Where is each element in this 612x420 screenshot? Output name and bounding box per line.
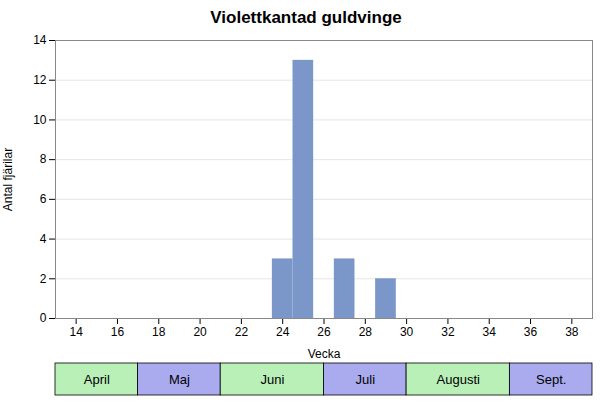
svg-text:14: 14 bbox=[33, 33, 47, 47]
svg-text:34: 34 bbox=[483, 325, 497, 339]
svg-text:14: 14 bbox=[69, 325, 83, 339]
svg-text:18: 18 bbox=[152, 325, 166, 339]
svg-text:Vecka: Vecka bbox=[308, 347, 341, 361]
svg-text:36: 36 bbox=[524, 325, 538, 339]
svg-text:28: 28 bbox=[359, 325, 373, 339]
svg-text:10: 10 bbox=[33, 113, 47, 127]
svg-text:April: April bbox=[84, 372, 110, 387]
svg-text:16: 16 bbox=[111, 325, 125, 339]
svg-text:2: 2 bbox=[40, 272, 47, 286]
svg-text:32: 32 bbox=[441, 325, 455, 339]
svg-text:Augusti: Augusti bbox=[437, 372, 480, 387]
svg-text:4: 4 bbox=[40, 232, 47, 246]
svg-text:Antal fjärilar: Antal fjärilar bbox=[1, 148, 15, 211]
svg-text:Sept.: Sept. bbox=[536, 372, 566, 387]
svg-text:24: 24 bbox=[276, 325, 290, 339]
svg-text:30: 30 bbox=[400, 325, 414, 339]
svg-text:20: 20 bbox=[193, 325, 207, 339]
svg-text:22: 22 bbox=[235, 325, 249, 339]
svg-text:0: 0 bbox=[40, 311, 47, 325]
svg-text:6: 6 bbox=[40, 192, 47, 206]
svg-text:Juni: Juni bbox=[260, 372, 284, 387]
svg-text:8: 8 bbox=[40, 152, 47, 166]
svg-text:12: 12 bbox=[33, 73, 47, 87]
html-text:Violettkantad guldvinge: Violettkantad guldvinge bbox=[210, 8, 402, 27]
svg-text:38: 38 bbox=[565, 325, 579, 339]
svg-text:26: 26 bbox=[317, 325, 331, 339]
svg-text:Juli: Juli bbox=[356, 372, 376, 387]
svg-text:Maj: Maj bbox=[169, 372, 190, 387]
